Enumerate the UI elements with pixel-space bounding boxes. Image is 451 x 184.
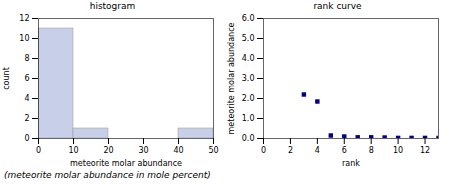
svg-text:rank: rank — [342, 159, 360, 168]
svg-text:12: 12 — [420, 146, 430, 155]
svg-text:0: 0 — [24, 134, 29, 143]
svg-text:meteorite molar abundance: meteorite molar abundance — [70, 159, 182, 168]
svg-text:5.0: 5.0 — [242, 34, 255, 43]
svg-text:4.0: 4.0 — [242, 54, 255, 63]
svg-text:50: 50 — [208, 146, 218, 155]
html-text:rank curve: rank curve — [313, 1, 362, 11]
svg-text:3.0: 3.0 — [242, 74, 255, 83]
svg-text:0: 0 — [36, 146, 41, 155]
svg-text:4: 4 — [24, 94, 29, 103]
svg-text:10: 10 — [19, 34, 29, 43]
svg-text:2: 2 — [288, 146, 293, 155]
svg-text:6: 6 — [342, 146, 347, 155]
svg-text:6: 6 — [24, 74, 29, 83]
svg-text:meteorite molar abundance: meteorite molar abundance — [227, 22, 236, 134]
svg-text:2: 2 — [24, 114, 29, 123]
svg-text:1.0: 1.0 — [242, 114, 255, 123]
html-text:histogram: histogram — [89, 1, 136, 11]
svg-text:2.0: 2.0 — [242, 94, 255, 103]
svg-text:10: 10 — [393, 146, 403, 155]
svg-text:8: 8 — [369, 146, 374, 155]
html-text:(meteorite molar abundance in: (meteorite molar abundance in mole perce… — [4, 170, 211, 180]
svg-text:30: 30 — [138, 146, 148, 155]
svg-text:0.0: 0.0 — [242, 134, 255, 143]
svg-text:count: count — [2, 67, 11, 90]
svg-text:8: 8 — [24, 54, 29, 63]
svg-text:4: 4 — [315, 146, 320, 155]
svg-text:12: 12 — [19, 14, 29, 23]
svg-text:10: 10 — [68, 146, 78, 155]
svg-text:40: 40 — [173, 146, 183, 155]
svg-text:20: 20 — [103, 146, 113, 155]
svg-text:6.0: 6.0 — [242, 14, 255, 23]
svg-text:0: 0 — [261, 146, 266, 155]
